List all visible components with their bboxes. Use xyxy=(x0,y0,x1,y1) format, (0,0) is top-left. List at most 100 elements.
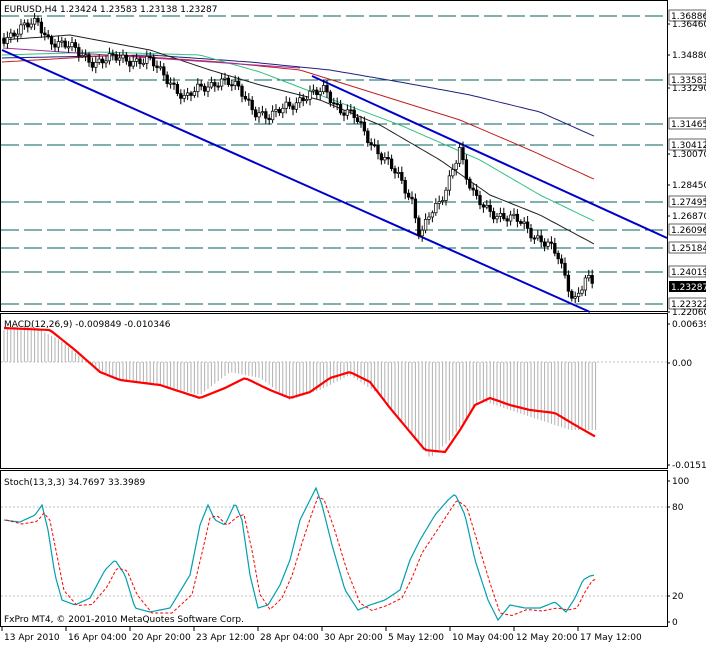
level-price-label: 1.30412 xyxy=(671,141,706,151)
time-axis-label: 13 Apr 2010 xyxy=(4,633,60,643)
macd-indicator: 0.00639 0.00 -0.0151 xyxy=(1,320,706,471)
level-price-box xyxy=(668,73,706,86)
candle-bear xyxy=(291,105,295,110)
candle-bear xyxy=(379,153,384,161)
candle-bear xyxy=(287,101,292,107)
candle-bull xyxy=(32,18,37,25)
level-price-box xyxy=(668,265,706,278)
resistance-trendline xyxy=(2,47,301,69)
candle-bull xyxy=(270,110,275,121)
candle-bear xyxy=(481,204,486,208)
candle-bear xyxy=(417,217,421,237)
candle-bear xyxy=(566,274,571,292)
candle-bear xyxy=(366,130,370,143)
candle-bear xyxy=(87,54,91,63)
time-axis-label: 28 Apr 04:00 xyxy=(260,633,319,643)
candle-bull xyxy=(294,102,299,110)
candle-bull xyxy=(573,296,577,299)
stochastic-indicator: 100 80 20 0 xyxy=(1,477,689,628)
candle-bull xyxy=(345,109,350,116)
candle-bull xyxy=(219,78,224,87)
candle-bear xyxy=(325,85,329,93)
trend-channel-lines[interactable] xyxy=(1,47,668,313)
candle-bull xyxy=(134,58,139,62)
lower-channel-line xyxy=(1,49,591,313)
candle-bull xyxy=(185,92,190,96)
candle-bear xyxy=(236,81,241,87)
candle-bear xyxy=(247,98,251,101)
candle-bear xyxy=(179,93,183,99)
candle-bull xyxy=(274,109,278,112)
level-price-box xyxy=(668,241,706,254)
candle-bull xyxy=(427,216,431,220)
time-axis-label: 20 Apr 20:00 xyxy=(132,633,191,643)
candle-bear xyxy=(355,117,360,122)
candle-bear xyxy=(539,235,543,243)
candle-bull xyxy=(94,61,98,68)
candle-bear xyxy=(165,74,169,85)
candle-bear xyxy=(478,195,482,206)
candle-bear xyxy=(559,258,564,264)
candle-bull xyxy=(396,171,401,174)
candle-bull xyxy=(440,200,445,203)
candle-bear xyxy=(202,85,207,92)
stoch-panel-header: Stoch(13,3,3) 34.7697 33.3989 xyxy=(4,478,145,488)
candle-bear xyxy=(369,142,373,145)
candle-bull xyxy=(104,60,108,64)
candle-bull xyxy=(15,33,20,37)
candle-bear xyxy=(464,159,469,180)
time-axis-label: 16 Apr 04:00 xyxy=(68,633,127,643)
macd-scale-label: 0.00 xyxy=(672,359,692,369)
candle-bear xyxy=(12,32,16,37)
candle-bull xyxy=(447,175,452,191)
candle-bull xyxy=(583,277,588,291)
candle-bear xyxy=(372,144,377,147)
candle-bear xyxy=(46,34,50,38)
candle-bull xyxy=(141,62,146,65)
candle-bull xyxy=(66,46,71,49)
candle-bull xyxy=(311,89,316,92)
level-price-box xyxy=(668,297,706,310)
candle-bear xyxy=(53,43,57,48)
ma-black xyxy=(1,34,595,245)
candle-bear xyxy=(515,213,520,222)
macd-scale-label: -0.0151 xyxy=(672,461,706,471)
level-price-label: 1.36886 xyxy=(671,12,706,22)
level-price-label: 1.31465 xyxy=(671,120,706,130)
candle-bull xyxy=(536,235,540,239)
moving-averages xyxy=(1,34,595,245)
candle-bull xyxy=(192,91,197,96)
level-price-box xyxy=(668,9,706,22)
candle-bull xyxy=(22,22,27,26)
candle-bear xyxy=(386,157,390,160)
level-price-label: 1.22322 xyxy=(671,300,706,310)
time-axis-label: 5 May 12:00 xyxy=(388,633,444,643)
candle-bear xyxy=(549,241,554,244)
candle-bull xyxy=(512,213,516,216)
candle-bull xyxy=(121,54,125,59)
stoch-scale-label: 0 xyxy=(672,618,678,628)
candle-bear xyxy=(277,109,282,114)
candle-bull xyxy=(145,56,149,64)
candle-bear xyxy=(175,84,180,94)
candle-bull xyxy=(97,58,101,63)
candle-bear xyxy=(250,99,254,111)
candle-bear xyxy=(376,144,380,155)
price-tick-label: 1.26870 xyxy=(672,212,706,222)
candle-bear xyxy=(461,147,465,161)
level-price-box xyxy=(668,223,706,236)
candle-bull xyxy=(321,85,326,93)
candle-bear xyxy=(2,37,6,44)
upper-channel-line xyxy=(311,75,668,239)
copyright-text: FxPro MT4, © 2001-2010 MetaQuotes Softwa… xyxy=(4,615,244,625)
candle-bull xyxy=(444,189,448,201)
candle-bear xyxy=(352,109,356,119)
candle-bear xyxy=(349,109,353,112)
level-price-box xyxy=(668,195,706,208)
candle-bear xyxy=(90,61,95,68)
candle-bear xyxy=(230,84,234,87)
stoch-signal-line xyxy=(5,496,597,617)
candle-bear xyxy=(406,192,411,198)
